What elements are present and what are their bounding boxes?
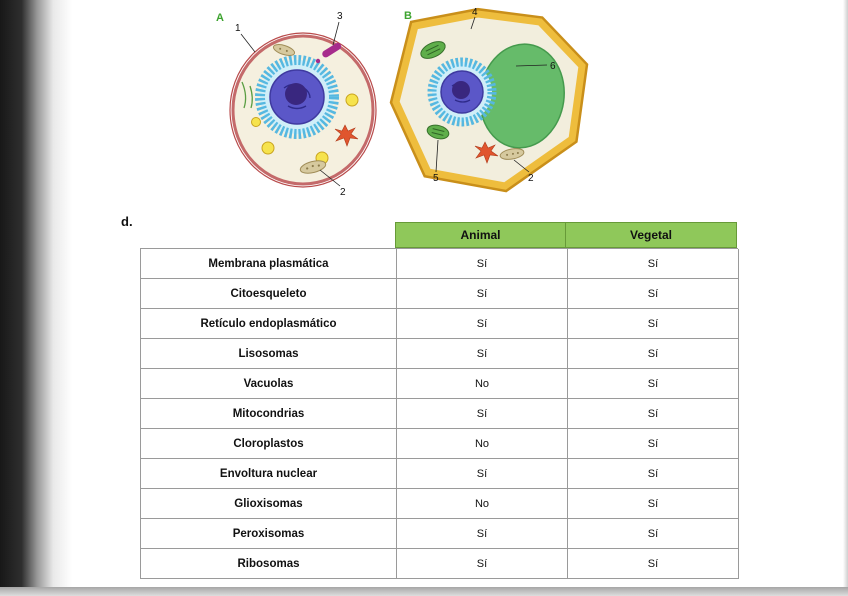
feature-cell: Citoesqueleto <box>141 279 397 309</box>
animal-value-cell: Sí <box>397 309 568 339</box>
vegetal-value-cell: Sí <box>568 309 739 339</box>
feature-cell: Lisosomas <box>141 339 397 369</box>
cell-a-mitochondria <box>334 124 359 147</box>
animal-value-cell: No <box>397 429 568 459</box>
feature-cell: Peroxisomas <box>141 519 397 549</box>
feature-cell: Mitocondrias <box>141 399 397 429</box>
page-shadow-left <box>0 0 72 588</box>
vegetal-value-cell: Sí <box>568 519 739 549</box>
feature-cell: Vacuolas <box>141 369 397 399</box>
cell-a-callout-1: 1 <box>235 23 241 34</box>
cell-b-callout-4-line <box>470 16 476 30</box>
column-header-vegetal: Vegetal <box>566 222 737 248</box>
animal-value-cell: Sí <box>397 279 568 309</box>
cell-a-centriole-dot <box>315 58 321 64</box>
animal-value-cell: No <box>397 489 568 519</box>
feature-cell: Cloroplastos <box>141 429 397 459</box>
plant-cell-figure: B 4 6 5 2 <box>389 7 589 193</box>
animal-value-cell: Sí <box>397 549 568 579</box>
vegetal-value-cell: Sí <box>568 339 739 369</box>
cell-b-chloroplast-top <box>420 41 446 59</box>
cell-diagram: A 1 3 2 <box>216 7 589 198</box>
feature-cell: Glioxisomas <box>141 489 397 519</box>
cell-b-callout-4: 4 <box>472 7 478 18</box>
animal-value-cell: Sí <box>397 399 568 429</box>
animal-value-cell: No <box>397 369 568 399</box>
vegetal-value-cell: Sí <box>568 369 739 399</box>
cell-b-label: B <box>404 10 412 22</box>
cell-a-outer-membrane <box>229 32 377 188</box>
cell-b-callout-6-line <box>515 64 548 67</box>
page-shadow-bottom <box>0 587 848 596</box>
vegetal-value-cell: Sí <box>568 399 739 429</box>
comparison-table: Membrana plasmática Sí Sí Citoesqueleto … <box>140 248 739 579</box>
cell-a-lysosomes <box>251 93 359 165</box>
cell-a-callout-3-line <box>332 21 340 46</box>
cell-a-nucleolus <box>285 83 307 105</box>
comparison-table-header: Animal Vegetal <box>395 222 737 248</box>
cell-b-callout-2: 2 <box>528 173 534 184</box>
vegetal-value-cell: Sí <box>568 249 739 279</box>
cell-a-capsule-bottom <box>299 160 327 174</box>
cell-b-capsule <box>499 148 525 160</box>
cell-a-centriole <box>322 42 342 58</box>
column-header-animal: Animal <box>395 222 566 248</box>
vegetal-value-cell: Sí <box>568 489 739 519</box>
cell-b-chloroplast-bottom <box>426 124 450 140</box>
feature-cell: Membrana plasmática <box>141 249 397 279</box>
cell-a-callout-2-line <box>319 169 341 187</box>
cell-b-callout-5: 5 <box>433 173 439 184</box>
cell-b-nucleolus <box>452 81 470 99</box>
vegetal-value-cell: Sí <box>568 279 739 309</box>
animal-value-cell: Sí <box>397 249 568 279</box>
cell-a-cytoskeleton <box>241 81 253 109</box>
animal-cell-figure: A 1 3 2 <box>216 11 377 198</box>
feature-cell: Ribosomas <box>141 549 397 579</box>
cell-b-callout-6: 6 <box>550 61 556 72</box>
cell-a-label: A <box>216 12 224 24</box>
cell-b-callout-2-line <box>513 159 530 173</box>
animal-value-cell: Sí <box>397 519 568 549</box>
feature-cell: Retículo endoplasmático <box>141 309 397 339</box>
vegetal-value-cell: Sí <box>568 429 739 459</box>
feature-cell: Envoltura nuclear <box>141 459 397 489</box>
cell-b-callout-5-line <box>435 139 439 173</box>
animal-value-cell: Sí <box>397 339 568 369</box>
cell-a-capsule-top <box>272 44 296 56</box>
section-label: d. <box>121 214 133 229</box>
cell-a-callout-3: 3 <box>337 11 343 22</box>
animal-value-cell: Sí <box>397 459 568 489</box>
vegetal-value-cell: Sí <box>568 459 739 489</box>
cell-a-callout-2: 2 <box>340 187 346 198</box>
cell-a-callout-1-line <box>240 33 256 53</box>
cell-b-mitochondria <box>474 141 499 164</box>
page-shadow-right <box>843 0 848 587</box>
vegetal-value-cell: Sí <box>568 549 739 579</box>
